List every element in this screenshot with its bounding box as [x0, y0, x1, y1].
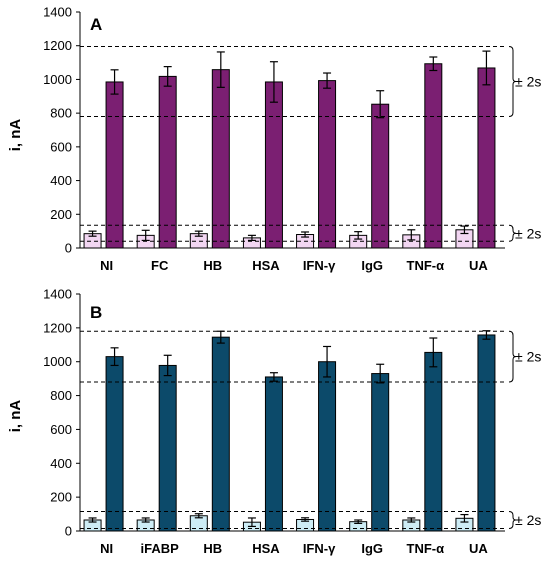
category-label: NI: [100, 258, 113, 273]
category-label: iFABP: [141, 541, 180, 556]
y-tick-label: 800: [50, 106, 72, 121]
y-tick-label: 1000: [43, 354, 72, 369]
category-label: HSA: [252, 541, 280, 556]
bar: [105, 81, 124, 249]
band-label: ± 2s: [515, 225, 541, 241]
y-tick-label: 1400: [43, 5, 72, 20]
band-label: ± 2s: [515, 74, 541, 90]
y-tick-label: 0: [65, 241, 72, 256]
bar: [318, 361, 337, 532]
panel-a: A i, nA 0 200 400 600 800 1000 1200 1400 NI FC HB H…: [7, 5, 541, 274]
bar: [211, 69, 230, 249]
bar: [477, 67, 496, 249]
category-label: FC: [151, 258, 169, 273]
y-tick-label: 1000: [43, 72, 72, 87]
category-label: NI: [100, 541, 113, 556]
category-label: TNF-α: [407, 258, 445, 273]
category-label: HB: [203, 258, 222, 273]
y-tick-label: 1200: [43, 320, 72, 335]
category-label: HSA: [252, 258, 280, 273]
category-label: TNF-α: [407, 541, 445, 556]
y-tick-label: 400: [50, 456, 72, 471]
bar: [371, 103, 390, 249]
category-label: UA: [469, 258, 488, 273]
y-axis-label: i, nA: [7, 119, 24, 152]
category-label: IgG: [361, 541, 383, 556]
band-bracket: [508, 330, 517, 383]
panel-letter: B: [90, 303, 102, 322]
category-label: IFN-γ: [303, 258, 336, 273]
band-bracket: [508, 224, 517, 242]
y-tick-label: 600: [50, 139, 72, 154]
band-bracket: [508, 46, 517, 118]
band-bracket: [508, 511, 517, 529]
bar: [158, 75, 177, 249]
category-label: HB: [203, 541, 222, 556]
bar: [105, 356, 124, 532]
category-label: UA: [469, 541, 488, 556]
y-tick-label: 400: [50, 173, 72, 188]
bar: [477, 334, 496, 532]
panel-b: B i, nA 0 200 400 600 800 1000 1200 1400 NI iFABP…: [7, 287, 541, 557]
bar: [371, 373, 390, 532]
bar: [264, 81, 283, 249]
bar: [158, 364, 177, 532]
band-label: ± 2s: [515, 349, 541, 365]
y-tick-label: 1400: [43, 287, 72, 302]
y-tick-label: 0: [65, 524, 72, 539]
bar: [424, 63, 443, 249]
bar: [264, 376, 283, 532]
bar: [424, 351, 443, 532]
band-label: ± 2s: [515, 512, 541, 528]
category-label: IFN-γ: [303, 541, 336, 556]
category-label: IgG: [361, 258, 383, 273]
y-tick-label: 200: [50, 490, 72, 505]
bar: [318, 80, 337, 249]
y-tick-label: 200: [50, 207, 72, 222]
y-tick-label: 800: [50, 388, 72, 403]
panel-letter: A: [90, 15, 102, 34]
y-tick-label: 600: [50, 422, 72, 437]
y-tick-label: 1200: [43, 38, 72, 53]
y-axis-label: i, nA: [7, 400, 24, 433]
bar: [211, 336, 230, 532]
